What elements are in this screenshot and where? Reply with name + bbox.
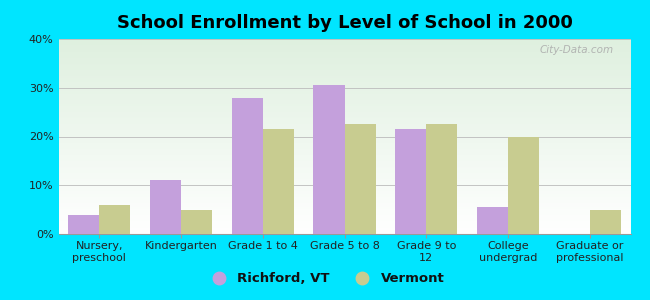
Bar bbox=[313, 85, 345, 234]
Bar bbox=[508, 136, 539, 234]
Bar bbox=[477, 207, 508, 234]
Bar bbox=[590, 210, 621, 234]
Legend: Richford, VT, Vermont: Richford, VT, Vermont bbox=[200, 267, 450, 290]
Bar bbox=[150, 180, 181, 234]
Bar bbox=[99, 205, 131, 234]
Bar bbox=[181, 210, 212, 234]
Bar bbox=[68, 214, 99, 234]
Title: School Enrollment by Level of School in 2000: School Enrollment by Level of School in … bbox=[116, 14, 573, 32]
Bar bbox=[344, 124, 376, 234]
Bar bbox=[263, 129, 294, 234]
Bar bbox=[395, 129, 426, 234]
Bar bbox=[232, 98, 263, 234]
Text: City-Data.com: City-Data.com bbox=[540, 45, 614, 55]
Bar bbox=[426, 124, 457, 234]
